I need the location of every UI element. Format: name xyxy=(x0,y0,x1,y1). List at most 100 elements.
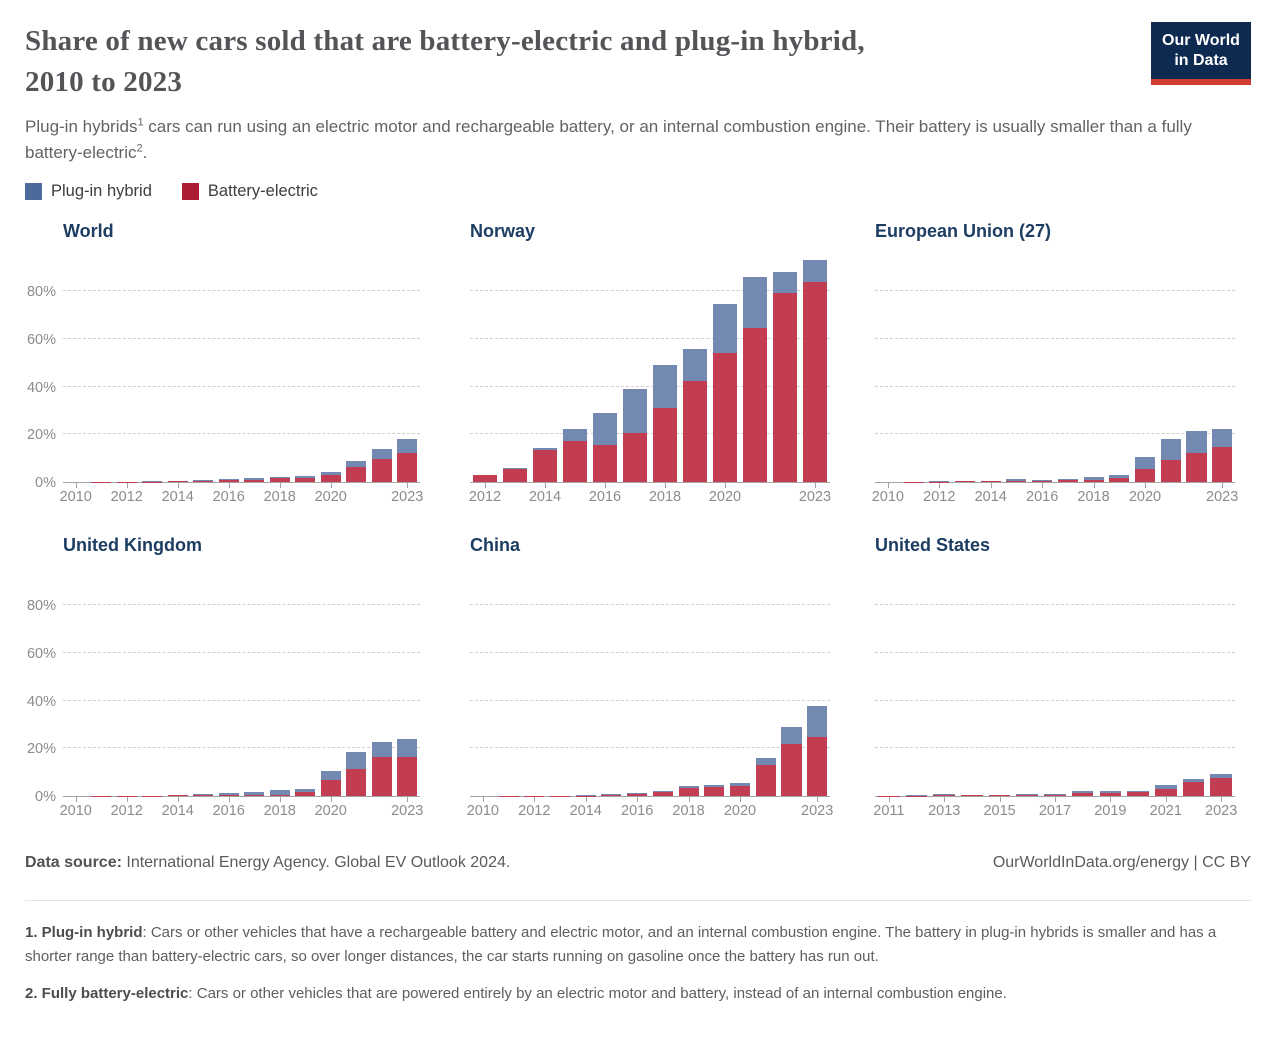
bar-segment-battery-electric[interactable] xyxy=(533,449,557,483)
bar-segment-battery-electric[interactable] xyxy=(1032,480,1053,483)
bar-2015[interactable] xyxy=(193,480,214,483)
bar-segment-plug-in-hybrid[interactable] xyxy=(1135,457,1156,470)
bar-segment-battery-electric[interactable] xyxy=(713,352,737,483)
bar-segment-plug-in-hybrid[interactable] xyxy=(269,790,290,795)
bar-2012[interactable] xyxy=(905,795,928,797)
bar-2012[interactable] xyxy=(473,474,497,483)
bar-segment-battery-electric[interactable] xyxy=(320,780,341,797)
bar-2018[interactable] xyxy=(269,476,290,483)
bar-segment-plug-in-hybrid[interactable] xyxy=(1160,439,1181,461)
bar-2015[interactable] xyxy=(601,793,622,797)
bar-2019[interactable] xyxy=(295,476,316,483)
bar-2019[interactable] xyxy=(1109,475,1130,483)
bar-2017[interactable] xyxy=(244,791,265,797)
bar-segment-plug-in-hybrid[interactable] xyxy=(1186,430,1207,454)
bar-2022[interactable] xyxy=(781,727,802,797)
bar-2020[interactable] xyxy=(730,783,751,797)
bar-2022[interactable] xyxy=(1186,430,1207,483)
bar-segment-battery-electric[interactable] xyxy=(142,481,163,483)
bar-segment-battery-electric[interactable] xyxy=(1016,795,1039,797)
bar-2016[interactable] xyxy=(593,412,617,483)
bar-segment-plug-in-hybrid[interactable] xyxy=(346,461,367,468)
bar-segment-plug-in-hybrid[interactable] xyxy=(1032,479,1053,481)
bar-segment-plug-in-hybrid[interactable] xyxy=(704,784,725,787)
bar-2018[interactable] xyxy=(269,790,290,797)
bar-segment-battery-electric[interactable] xyxy=(627,793,648,797)
bar-segment-plug-in-hybrid[interactable] xyxy=(295,476,316,478)
bar-2014[interactable] xyxy=(980,480,1001,483)
bar-segment-battery-electric[interactable] xyxy=(1109,477,1130,483)
bar-segment-plug-in-hybrid[interactable] xyxy=(244,478,265,480)
bar-segment-battery-electric[interactable] xyxy=(933,795,956,797)
bar-2012[interactable] xyxy=(116,481,137,483)
bar-segment-plug-in-hybrid[interactable] xyxy=(653,365,677,408)
bar-segment-plug-in-hybrid[interactable] xyxy=(193,480,214,481)
bar-segment-battery-electric[interactable] xyxy=(730,785,751,797)
bar-2018[interactable] xyxy=(1083,477,1104,483)
bar-2016[interactable] xyxy=(218,792,239,797)
bar-2013[interactable] xyxy=(503,468,527,483)
bar-segment-plug-in-hybrid[interactable] xyxy=(1182,779,1205,783)
bar-segment-battery-electric[interactable] xyxy=(167,481,188,483)
bar-segment-battery-electric[interactable] xyxy=(397,756,418,797)
bar-2017[interactable] xyxy=(652,791,673,797)
bar-segment-plug-in-hybrid[interactable] xyxy=(730,783,751,786)
bar-segment-battery-electric[interactable] xyxy=(1160,460,1181,483)
bar-segment-plug-in-hybrid[interactable] xyxy=(397,439,418,453)
bar-segment-plug-in-hybrid[interactable] xyxy=(988,794,1011,796)
bar-segment-plug-in-hybrid[interactable] xyxy=(905,795,928,796)
bar-segment-battery-electric[interactable] xyxy=(652,792,673,797)
bar-2021[interactable] xyxy=(755,758,776,797)
bar-segment-battery-electric[interactable] xyxy=(781,743,802,797)
bar-2020[interactable] xyxy=(713,304,737,483)
legend-item-plug-in-hybrid[interactable]: Plug-in hybrid xyxy=(25,182,152,201)
bar-2020[interactable] xyxy=(320,472,341,483)
bar-2022[interactable] xyxy=(371,741,392,797)
bar-segment-battery-electric[interactable] xyxy=(653,407,677,483)
bar-2016[interactable] xyxy=(627,792,648,797)
bar-2019[interactable] xyxy=(704,784,725,797)
bar-segment-plug-in-hybrid[interactable] xyxy=(1006,479,1027,481)
bar-segment-plug-in-hybrid[interactable] xyxy=(678,786,699,789)
bar-segment-battery-electric[interactable] xyxy=(1212,447,1233,483)
bar-segment-plug-in-hybrid[interactable] xyxy=(623,388,647,433)
bar-2022[interactable] xyxy=(773,272,797,483)
bar-segment-plug-in-hybrid[interactable] xyxy=(683,348,707,382)
bar-segment-battery-electric[interactable] xyxy=(1127,792,1149,797)
bar-segment-plug-in-hybrid[interactable] xyxy=(980,480,1001,482)
bar-segment-battery-electric[interactable] xyxy=(218,795,239,797)
bar-2021[interactable] xyxy=(346,461,367,483)
bar-segment-plug-in-hybrid[interactable] xyxy=(803,260,827,282)
bar-2015[interactable] xyxy=(193,793,214,797)
bar-segment-plug-in-hybrid[interactable] xyxy=(1044,793,1066,795)
bar-segment-battery-electric[interactable] xyxy=(623,432,647,483)
bar-segment-plug-in-hybrid[interactable] xyxy=(1057,478,1078,481)
bar-segment-plug-in-hybrid[interactable] xyxy=(652,791,673,793)
bar-segment-battery-electric[interactable] xyxy=(218,480,239,483)
bar-2013[interactable] xyxy=(933,794,956,797)
bar-2014[interactable] xyxy=(575,795,596,797)
bar-2023[interactable] xyxy=(807,705,828,797)
bar-2013[interactable] xyxy=(142,795,163,797)
bar-segment-battery-electric[interactable] xyxy=(473,475,497,483)
bar-segment-plug-in-hybrid[interactable] xyxy=(961,794,983,796)
bar-segment-battery-electric[interactable] xyxy=(346,768,367,797)
bar-segment-battery-electric[interactable] xyxy=(704,786,725,797)
bar-2015[interactable] xyxy=(988,794,1011,797)
bar-segment-battery-electric[interactable] xyxy=(683,381,707,483)
bar-segment-battery-electric[interactable] xyxy=(988,795,1011,797)
bar-segment-battery-electric[interactable] xyxy=(1099,792,1122,797)
bar-segment-battery-electric[interactable] xyxy=(755,764,776,797)
bar-segment-battery-electric[interactable] xyxy=(743,328,767,483)
bar-2016[interactable] xyxy=(1032,479,1053,483)
bar-segment-plug-in-hybrid[interactable] xyxy=(1099,791,1122,793)
bar-segment-battery-electric[interactable] xyxy=(954,481,976,483)
bar-segment-plug-in-hybrid[interactable] xyxy=(743,276,767,329)
bar-segment-battery-electric[interactable] xyxy=(295,477,316,483)
bar-segment-plug-in-hybrid[interactable] xyxy=(503,468,527,470)
bar-segment-plug-in-hybrid[interactable] xyxy=(1083,477,1104,480)
owid-logo[interactable]: Our World in Data xyxy=(1151,22,1251,85)
bar-segment-plug-in-hybrid[interactable] xyxy=(1071,791,1094,794)
bar-segment-battery-electric[interactable] xyxy=(1135,469,1156,483)
bar-segment-plug-in-hybrid[interactable] xyxy=(1212,429,1233,448)
